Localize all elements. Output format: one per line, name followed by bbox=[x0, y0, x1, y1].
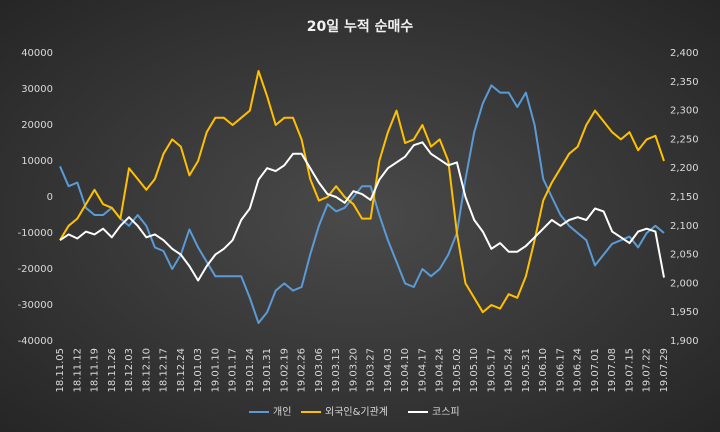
x-tick-label: 19.03.13 bbox=[331, 348, 342, 393]
x-tick-label: 19.03.06 bbox=[314, 348, 325, 393]
x-tick-label: 18.12.03 bbox=[124, 348, 135, 393]
y-tick-label: 0 bbox=[47, 192, 53, 203]
x-tick-label: 19.07.29 bbox=[659, 348, 670, 393]
y2-tick-label: 2,200 bbox=[670, 163, 699, 174]
y-tick-label: 20000 bbox=[21, 120, 53, 131]
series-line bbox=[59, 84, 665, 324]
series-line bbox=[59, 141, 665, 282]
y2-tick-label: 2,400 bbox=[670, 48, 699, 59]
x-tick-label: 18.12.10 bbox=[141, 348, 152, 393]
x-tick-label: 19.05.02 bbox=[452, 348, 463, 393]
y2-tick-label: 1,950 bbox=[670, 307, 699, 318]
y2-tick-label: 2,300 bbox=[670, 106, 699, 117]
x-tick-label: 19.07.15 bbox=[624, 348, 635, 393]
chart-title: 20일 누적 순매수 bbox=[307, 18, 414, 35]
x-tick-label: 18.12.24 bbox=[176, 348, 187, 393]
x-tick-label: 19.04.24 bbox=[435, 348, 446, 393]
y-tick-label: -10000 bbox=[18, 228, 53, 239]
y2-tick-label: 2,150 bbox=[670, 192, 699, 203]
x-tick-label: 19.01.03 bbox=[193, 348, 204, 393]
x-tick-label: 19.03.27 bbox=[366, 348, 377, 393]
x-tick-label: 19.05.10 bbox=[469, 348, 480, 393]
y2-tick-label: 2,000 bbox=[670, 278, 699, 289]
x-tick-label: 19.06.17 bbox=[555, 348, 566, 393]
x-tick-label: 19.03.20 bbox=[348, 348, 359, 393]
x-tick-label: 19.07.22 bbox=[642, 348, 653, 393]
x-tick-label: 19.01.10 bbox=[210, 348, 221, 393]
x-tick-label: 19.06.10 bbox=[538, 348, 549, 393]
x-tick-label: 19.05.24 bbox=[504, 348, 515, 393]
x-tick-label: 18.12.17 bbox=[159, 348, 170, 393]
x-tick-label: 18.11.19 bbox=[90, 348, 101, 393]
y2-tick-label: 2,250 bbox=[670, 134, 699, 145]
y2-tick-label: 2,050 bbox=[670, 250, 699, 261]
x-tick-label: 19.04.03 bbox=[383, 348, 394, 393]
x-tick-label: 19.07.08 bbox=[607, 348, 618, 393]
legend-label: 코스피 bbox=[432, 406, 460, 418]
y2-tick-label: 2,350 bbox=[670, 77, 699, 88]
x-tick-label: 19.01.31 bbox=[262, 348, 273, 393]
x-tick-label: 18.11.26 bbox=[107, 348, 118, 393]
x-tick-label: 19.06.24 bbox=[573, 348, 584, 393]
x-tick-label: 18.11.12 bbox=[72, 348, 83, 393]
x-tick-label: 19.01.24 bbox=[245, 348, 256, 393]
x-tick-label: 19.02.19 bbox=[279, 348, 290, 393]
legend-label: 개인 bbox=[273, 406, 291, 418]
x-tick-label: 19.07.01 bbox=[590, 348, 601, 393]
x-tick-label: 18.11.05 bbox=[55, 348, 66, 393]
x-tick-label: 19.04.10 bbox=[400, 348, 411, 393]
y2-tick-label: 2,100 bbox=[670, 221, 699, 232]
x-tick-label: 19.05.17 bbox=[486, 348, 497, 393]
x-tick-label: 19.02.26 bbox=[297, 348, 308, 393]
y-tick-label: 10000 bbox=[21, 156, 53, 167]
x-tick-label: 19.01.17 bbox=[228, 348, 239, 393]
y-tick-label: -40000 bbox=[18, 336, 53, 347]
series-line bbox=[59, 70, 665, 314]
x-tick-label: 19.04.17 bbox=[417, 348, 428, 393]
legend-label: 외국인&기관계 bbox=[325, 406, 388, 418]
y-tick-label: -20000 bbox=[18, 264, 53, 275]
y-tick-label: -30000 bbox=[18, 300, 53, 311]
y2-tick-label: 1,900 bbox=[670, 336, 699, 347]
y-tick-label: 30000 bbox=[21, 84, 53, 95]
y-tick-label: 40000 bbox=[21, 48, 53, 59]
x-tick-label: 19.05.31 bbox=[521, 348, 532, 393]
